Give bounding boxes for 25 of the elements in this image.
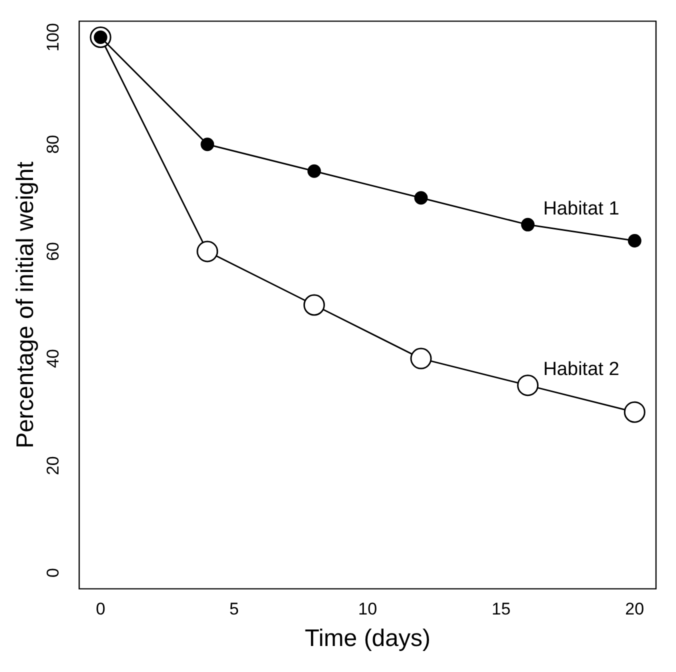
point xyxy=(517,374,539,396)
point xyxy=(414,191,428,205)
point xyxy=(196,240,218,262)
point xyxy=(521,218,535,232)
y-axis-title: Percentage of initial weight xyxy=(12,161,40,448)
y-tick-label: 20 xyxy=(44,456,63,476)
point xyxy=(200,138,214,152)
x-tick-label: 15 xyxy=(492,600,511,619)
x-tick-label: 0 xyxy=(96,600,106,619)
x-tick-label: 5 xyxy=(229,600,239,619)
y-tick-label: 100 xyxy=(44,23,63,52)
y-tick-label: 0 xyxy=(44,568,63,578)
y-tick-label: 40 xyxy=(44,349,63,368)
y-tick-label: 60 xyxy=(44,242,63,261)
point xyxy=(624,401,646,423)
series-label: Habitat 1 xyxy=(543,198,620,220)
x-axis-title: Time (days) xyxy=(304,625,430,652)
point xyxy=(307,164,321,178)
series-label: Habitat 2 xyxy=(543,359,620,380)
point xyxy=(303,294,325,316)
point xyxy=(410,348,432,370)
point xyxy=(628,234,642,248)
y-tick-label: 80 xyxy=(44,134,63,154)
x-tick-label: 10 xyxy=(358,600,378,619)
x-tick-label: 20 xyxy=(625,600,644,619)
